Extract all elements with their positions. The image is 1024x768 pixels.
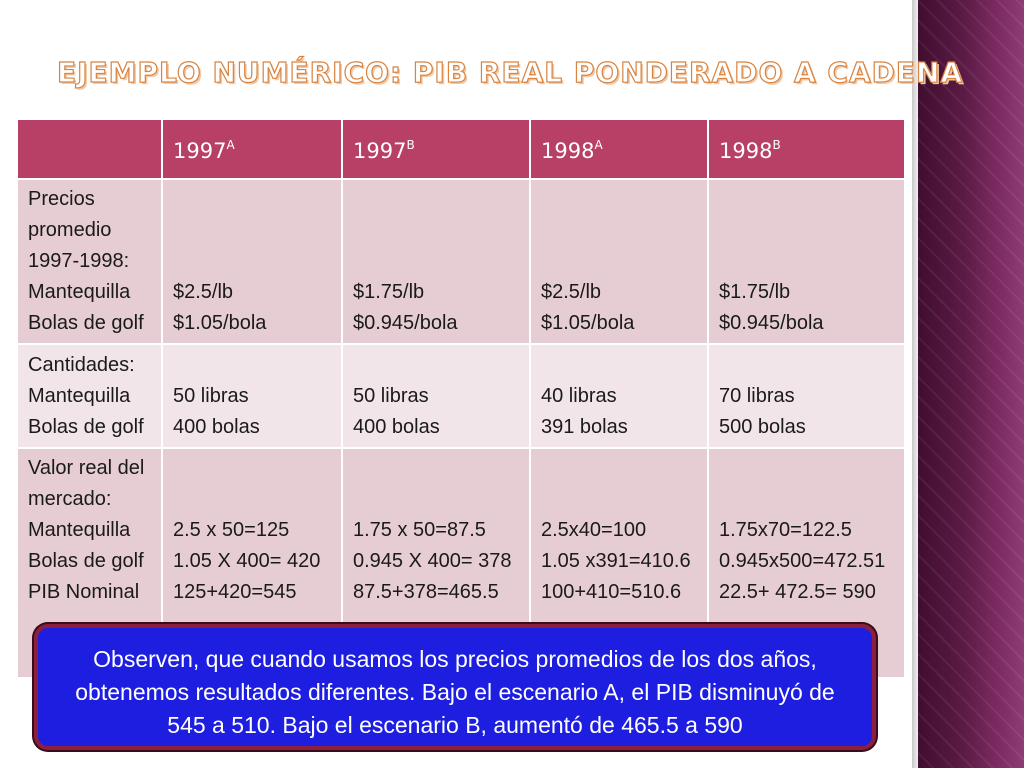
header-1998-b: 1998B	[707, 118, 906, 180]
header-1997-b: 1997B	[341, 118, 531, 180]
decorative-side-band	[912, 0, 1024, 768]
callout-note: Observen, que cuando usamos los precios …	[34, 624, 876, 750]
table-header-row: 1997A 1997B 1998A 1998B	[16, 118, 906, 180]
quantity-cell-1997-b: 50 libras 400 bolas	[341, 343, 531, 449]
row-label-prices: Precios promedio 1997-1998: Mantequilla …	[16, 178, 163, 345]
price-cell-1998-a: $2.5/lb $1.05/bola	[529, 178, 709, 345]
table-row-quantities: Cantidades: Mantequilla Bolas de golf 50…	[16, 343, 906, 449]
table-row-prices: Precios promedio 1997-1998: Mantequilla …	[16, 178, 906, 345]
row-label-quantities: Cantidades: Mantequilla Bolas de golf	[16, 343, 163, 449]
gdp-table: 1997A 1997B 1998A 1998B Precios promedio…	[16, 118, 906, 679]
header-empty-cell	[16, 118, 163, 180]
header-1998-a: 1998A	[529, 118, 709, 180]
quantity-cell-1997-a: 50 libras 400 bolas	[161, 343, 343, 449]
price-cell-1997-a: $2.5/lb $1.05/bola	[161, 178, 343, 345]
price-cell-1997-b: $1.75/lb $0.945/bola	[341, 178, 531, 345]
quantity-cell-1998-a: 40 libras 391 bolas	[529, 343, 709, 449]
quantity-cell-1998-b: 70 libras 500 bolas	[707, 343, 906, 449]
slide-title: Ejemplo numérico: PIB real ponderado a c…	[56, 55, 964, 89]
header-1997-a: 1997A	[161, 118, 343, 180]
price-cell-1998-b: $1.75/lb $0.945/bola	[707, 178, 906, 345]
